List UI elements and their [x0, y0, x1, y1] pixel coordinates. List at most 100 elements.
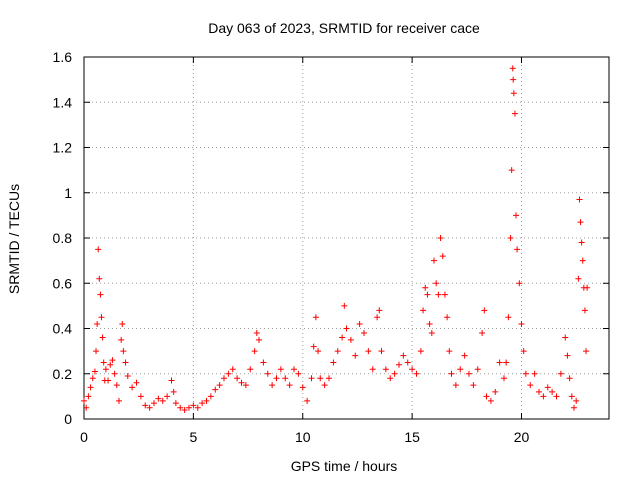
data-point	[312, 314, 319, 321]
data-point	[100, 359, 107, 366]
data-point	[564, 352, 571, 359]
data-point	[439, 253, 446, 260]
data-point	[120, 348, 127, 355]
x-tick-label: 10	[295, 429, 311, 445]
data-point	[253, 330, 260, 337]
y-tick-label: 0.6	[53, 275, 73, 291]
data-point	[199, 400, 206, 407]
data-point	[97, 291, 104, 298]
data-point	[544, 384, 551, 391]
data-point	[576, 196, 583, 203]
data-point	[273, 375, 280, 382]
y-tick-label: 1.4	[53, 94, 73, 110]
data-point	[308, 375, 315, 382]
data-point	[361, 330, 367, 337]
data-point	[518, 320, 525, 327]
data-point	[151, 400, 157, 407]
data-point	[420, 307, 427, 314]
data-point	[295, 370, 302, 377]
x-tick-label: 15	[404, 429, 420, 445]
grid-lines	[84, 57, 609, 419]
chart-title: Day 063 of 2023, SRMTID for receiver cac…	[208, 20, 480, 36]
data-point	[356, 320, 363, 327]
data-point	[137, 393, 144, 400]
data-point	[216, 382, 223, 389]
data-point	[118, 336, 125, 343]
data-point	[510, 90, 517, 97]
data-point	[109, 357, 116, 364]
y-tick-label: 1	[64, 185, 72, 201]
data-point	[286, 382, 293, 389]
data-point	[566, 375, 573, 382]
data-point	[452, 382, 459, 389]
data-point	[124, 373, 131, 380]
x-tick-label: 5	[189, 429, 197, 445]
data-point	[448, 370, 455, 377]
data-point	[122, 359, 129, 366]
data-point	[404, 359, 411, 366]
data-point	[557, 370, 564, 377]
data-point	[474, 366, 481, 373]
data-point	[105, 377, 112, 384]
data-point	[396, 361, 402, 368]
data-point	[527, 382, 534, 389]
data-point	[503, 359, 510, 366]
x-tick-label: 20	[514, 429, 530, 445]
data-point	[269, 382, 276, 389]
data-point	[212, 386, 219, 393]
data-point	[260, 359, 267, 366]
data-point	[203, 397, 210, 404]
y-tick-label: 0.4	[53, 321, 73, 337]
data-point	[562, 334, 569, 341]
data-point	[339, 334, 346, 341]
data-point	[583, 348, 590, 355]
data-point	[310, 343, 317, 350]
y-tick-label: 0	[64, 411, 72, 427]
data-point	[584, 284, 591, 291]
data-point	[155, 395, 162, 402]
data-point	[514, 246, 521, 253]
data-point	[142, 402, 149, 409]
data-point	[99, 334, 106, 341]
data-point	[369, 366, 376, 373]
data-point	[424, 291, 431, 298]
data-point	[341, 302, 348, 309]
data-point	[234, 375, 241, 382]
data-point	[577, 219, 584, 226]
data-point	[111, 370, 118, 377]
data-point	[256, 336, 262, 343]
data-point	[508, 167, 515, 174]
data-point	[510, 76, 517, 83]
y-tick-label: 0.8	[53, 230, 73, 246]
data-point	[116, 397, 122, 404]
data-point	[247, 366, 254, 373]
data-point	[168, 377, 175, 384]
data-point	[207, 393, 214, 400]
data-point	[549, 388, 556, 395]
data-point	[251, 348, 258, 355]
data-point	[496, 359, 503, 366]
data-point	[315, 348, 322, 355]
data-point	[330, 359, 337, 366]
plot-frame	[83, 56, 610, 420]
data-point	[225, 370, 232, 377]
data-point	[194, 404, 201, 411]
data-point	[426, 320, 433, 327]
data-point	[428, 330, 435, 337]
data-point	[568, 393, 575, 400]
data-point	[317, 375, 324, 382]
data-point	[466, 370, 472, 377]
data-point	[113, 382, 120, 389]
data-point	[299, 384, 306, 391]
data-point	[170, 388, 177, 395]
data-point	[492, 388, 499, 395]
data-points	[81, 65, 591, 413]
y-axis-label: SRMTID / TECUs	[6, 184, 22, 294]
data-point	[507, 235, 514, 241]
data-point	[190, 402, 197, 409]
data-point	[181, 406, 188, 413]
data-point	[437, 235, 444, 241]
data-point	[102, 366, 109, 373]
data-point	[229, 366, 236, 373]
